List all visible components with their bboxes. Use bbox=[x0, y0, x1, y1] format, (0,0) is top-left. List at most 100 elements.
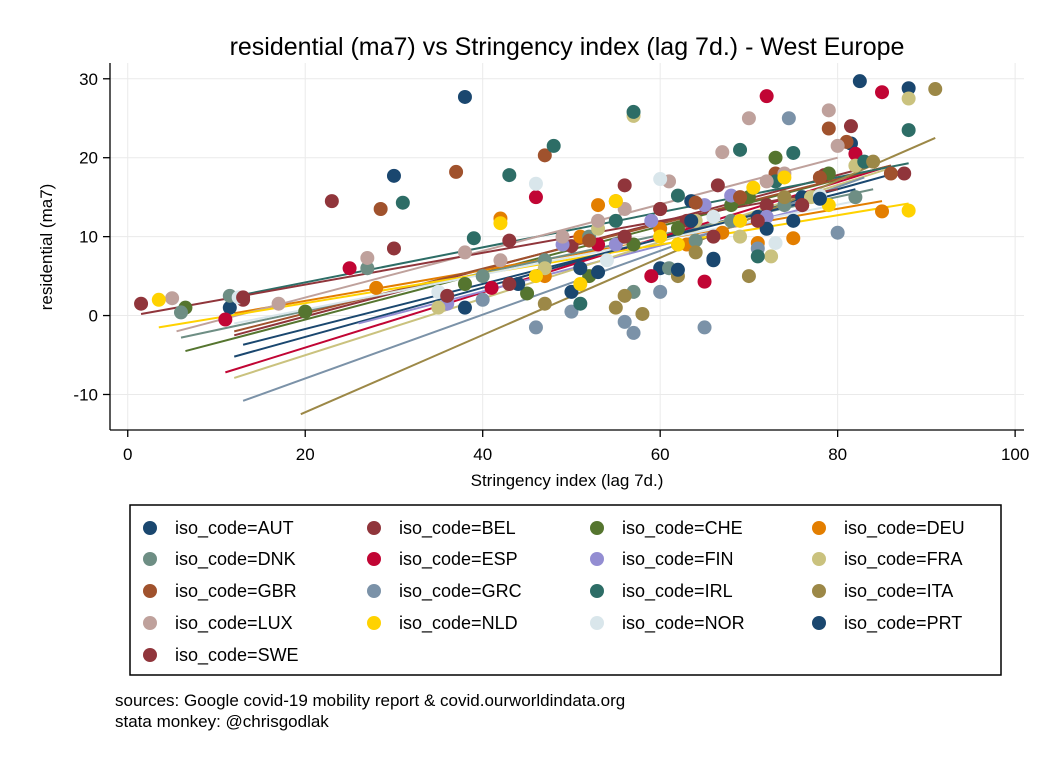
data-point bbox=[670, 221, 685, 236]
data-point bbox=[360, 261, 375, 276]
data-point bbox=[502, 168, 517, 183]
data-point bbox=[395, 195, 410, 210]
fit-line bbox=[225, 162, 909, 300]
legend-label: iso_code=DNK bbox=[175, 549, 296, 570]
legend-marker bbox=[367, 584, 381, 598]
legend-label: iso_code=PRT bbox=[844, 613, 962, 634]
x-tick-label: 20 bbox=[296, 445, 315, 464]
data-point bbox=[653, 172, 668, 187]
data-point bbox=[928, 82, 943, 97]
data-point bbox=[653, 202, 668, 217]
data-point bbox=[901, 203, 916, 218]
legend-marker bbox=[143, 552, 157, 566]
data-point bbox=[298, 304, 313, 319]
legend-marker bbox=[812, 584, 826, 598]
legend-label: iso_code=SWE bbox=[175, 645, 299, 666]
data-point bbox=[852, 74, 867, 89]
data-point bbox=[786, 231, 801, 246]
data-point bbox=[759, 174, 774, 189]
legend-label: iso_code=NOR bbox=[622, 613, 745, 634]
data-point bbox=[710, 178, 725, 193]
data-point bbox=[875, 204, 890, 219]
data-point bbox=[786, 145, 801, 160]
data-point bbox=[750, 213, 765, 228]
data-point bbox=[759, 89, 774, 104]
data-point bbox=[386, 241, 401, 256]
data-point bbox=[457, 276, 472, 291]
scatter-points bbox=[134, 74, 943, 340]
data-point bbox=[555, 229, 570, 244]
data-point bbox=[688, 245, 703, 260]
data-point bbox=[635, 306, 650, 321]
data-point bbox=[528, 176, 543, 191]
chart-title: residential (ma7) vs Stringency index (l… bbox=[230, 33, 905, 61]
legend-label: iso_code=DEU bbox=[844, 518, 965, 539]
data-point bbox=[466, 231, 481, 246]
data-point bbox=[236, 290, 251, 305]
data-point bbox=[764, 249, 779, 264]
data-point bbox=[644, 269, 659, 284]
data-point bbox=[502, 276, 517, 291]
x-tick-label: 100 bbox=[1001, 445, 1029, 464]
data-point bbox=[493, 253, 508, 268]
data-point bbox=[901, 91, 916, 106]
data-point bbox=[271, 296, 286, 311]
legend-marker bbox=[812, 521, 826, 535]
data-point bbox=[528, 320, 543, 335]
data-point bbox=[781, 111, 796, 126]
data-point bbox=[768, 235, 783, 250]
data-point bbox=[218, 312, 233, 327]
data-point bbox=[741, 269, 756, 284]
data-point bbox=[493, 216, 508, 231]
data-point bbox=[617, 288, 632, 303]
data-point bbox=[537, 148, 552, 163]
data-point bbox=[373, 202, 388, 217]
data-point bbox=[449, 164, 464, 179]
data-point bbox=[733, 229, 748, 244]
data-point bbox=[573, 296, 588, 311]
data-point bbox=[733, 190, 748, 205]
x-tick-label: 40 bbox=[473, 445, 492, 464]
data-point bbox=[843, 119, 858, 134]
data-point bbox=[573, 261, 588, 276]
data-point bbox=[830, 225, 845, 240]
legend-label: iso_code=GBR bbox=[175, 581, 297, 602]
data-point bbox=[546, 138, 561, 153]
data-point bbox=[715, 145, 730, 160]
legend-marker bbox=[590, 616, 604, 630]
axes: 0 20 40 60 80 100 -10 0 10 20 30 bbox=[73, 63, 1029, 464]
data-point bbox=[537, 296, 552, 311]
data-point bbox=[741, 111, 756, 126]
data-point bbox=[151, 292, 166, 307]
legend-marker bbox=[367, 616, 381, 630]
data-point bbox=[848, 190, 863, 205]
data-point bbox=[688, 233, 703, 248]
legend-label: iso_code=GRC bbox=[399, 581, 522, 602]
data-point bbox=[617, 314, 632, 329]
legend-marker bbox=[590, 584, 604, 598]
data-point bbox=[653, 229, 668, 244]
legend-marker bbox=[143, 584, 157, 598]
source-note: sources: Google covid-19 mobility report… bbox=[115, 691, 625, 710]
data-point bbox=[746, 180, 761, 195]
data-point bbox=[165, 291, 180, 306]
data-point bbox=[591, 198, 606, 213]
data-point bbox=[573, 276, 588, 291]
data-point bbox=[706, 229, 721, 244]
x-tick-label: 0 bbox=[123, 445, 132, 464]
legend-label: iso_code=ITA bbox=[844, 581, 953, 602]
data-point bbox=[777, 190, 792, 205]
data-point bbox=[777, 170, 792, 185]
data-point bbox=[222, 300, 237, 315]
legend-label: iso_code=NLD bbox=[399, 613, 518, 634]
data-point bbox=[608, 194, 623, 209]
data-point bbox=[670, 237, 685, 252]
data-point bbox=[342, 261, 357, 276]
legend-marker bbox=[590, 552, 604, 566]
legend-box bbox=[129, 504, 1002, 676]
legend-marker bbox=[143, 648, 157, 662]
data-point bbox=[795, 198, 810, 213]
data-point bbox=[134, 296, 149, 311]
data-point bbox=[670, 262, 685, 277]
